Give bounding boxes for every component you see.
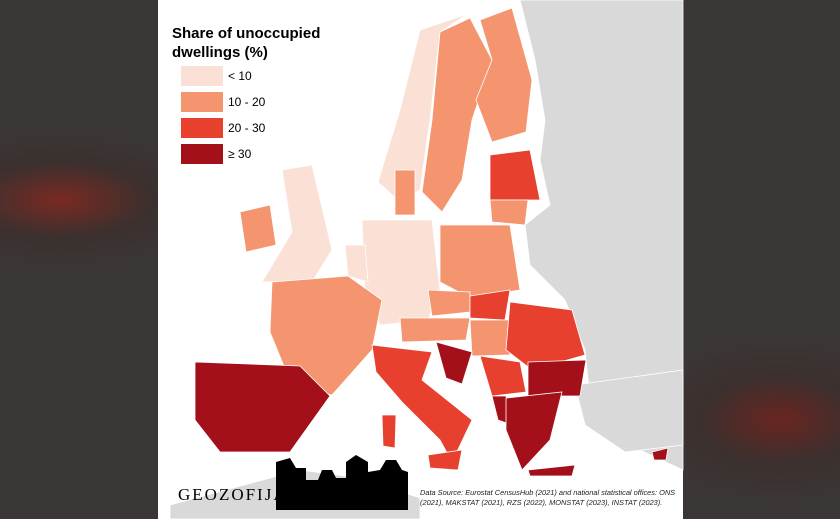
region	[479, 355, 527, 397]
region	[527, 464, 576, 477]
region	[489, 149, 541, 201]
region	[421, 17, 493, 213]
logo: GEOZOFIJA	[178, 485, 288, 504]
region	[399, 317, 471, 343]
legend-swatch	[181, 66, 223, 86]
legend-label: < 10	[228, 69, 252, 83]
legend-label: 10 - 20	[228, 95, 266, 109]
buildings-icon	[276, 455, 408, 510]
legend-title: Share of unoccupied dwellings (%)	[172, 25, 321, 61]
region	[381, 414, 397, 449]
legend-swatch	[181, 92, 223, 112]
legend-swatch	[181, 118, 223, 138]
region	[427, 449, 463, 471]
region	[527, 359, 587, 397]
region	[427, 289, 471, 317]
region	[469, 319, 516, 357]
regions	[194, 7, 669, 477]
eastern-land	[519, 0, 684, 471]
region	[239, 204, 277, 253]
region	[194, 361, 331, 453]
region	[651, 447, 669, 461]
legend-swatch	[181, 144, 223, 164]
legend-label: 20 - 30	[228, 121, 266, 135]
turkey	[574, 369, 684, 453]
legend-label: ≥ 30	[228, 147, 252, 161]
region	[377, 13, 469, 203]
region	[435, 341, 473, 385]
region	[475, 7, 533, 143]
region	[394, 169, 416, 216]
region	[439, 224, 521, 299]
region	[505, 391, 563, 471]
region	[269, 275, 383, 396]
region	[489, 199, 529, 226]
buildings	[276, 455, 408, 510]
source-note: Data Source: Eurostat CensusHub (2021) a…	[420, 488, 676, 507]
region	[344, 244, 369, 283]
